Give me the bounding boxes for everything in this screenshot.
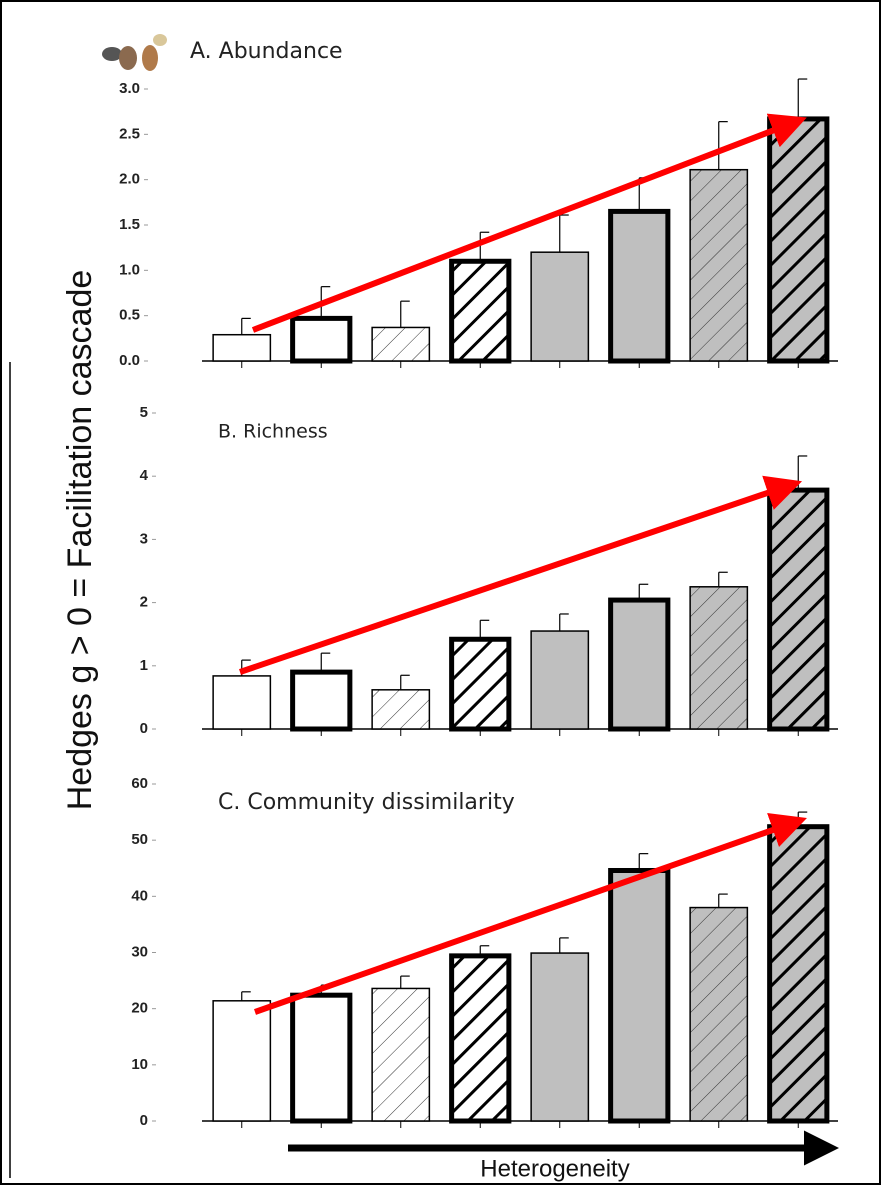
bar: [611, 600, 668, 729]
bar-hatch: [452, 956, 509, 1121]
y-tick-label: 50: [131, 831, 148, 848]
y-tick-label: 0: [140, 720, 148, 737]
bar-hatch: [372, 988, 429, 1121]
bar-hatch: [452, 639, 509, 729]
bar: [531, 631, 588, 729]
bar: [611, 211, 668, 361]
y-tick-label: 2: [140, 594, 148, 611]
panel-title: C. Community dissimilarity: [218, 790, 515, 815]
y-tick-label: 20: [131, 1000, 148, 1017]
bar-hatch: [452, 261, 509, 361]
bar-hatch: [770, 827, 827, 1121]
y-tick-label: 30: [131, 943, 148, 960]
shell-icon: [102, 34, 167, 71]
bar: [213, 676, 270, 729]
bar: [531, 252, 588, 361]
y-tick-label: 0: [140, 1112, 148, 1129]
bar: [293, 318, 350, 361]
bar-hatch: [690, 170, 747, 361]
y-tick-label: 60: [131, 775, 148, 792]
bar: [293, 672, 350, 729]
bar-hatch: [690, 908, 747, 1121]
y-tick-label: 4: [140, 467, 149, 484]
y-tick-label: 0.5: [119, 307, 140, 324]
bar-hatch: [372, 690, 429, 729]
bar: [213, 335, 270, 361]
y-tick-label: 0.0: [119, 352, 140, 369]
bar: [293, 995, 350, 1121]
y-tick-label: 10: [131, 1056, 148, 1073]
y-tick-label: 3: [140, 530, 148, 547]
panels: A. Abundance 0.0 0.5 1.0 1.5 2.0 2.5 3.0 B. Rich…: [119, 39, 838, 1129]
panel-title: B. Richness: [218, 421, 328, 443]
figure: Hedges g > 0 = Facilitation cascade A. A…: [0, 0, 881, 1185]
bar: [213, 1001, 270, 1121]
bar-hatch: [372, 327, 429, 361]
bar-hatch: [770, 119, 827, 361]
y-tick-label: 1.5: [119, 216, 140, 233]
y-tick-label: 40: [131, 887, 148, 904]
y-tick-label: 1: [140, 657, 148, 674]
y-tick-label: 1.0: [119, 261, 140, 278]
x-axis-label: Heterogeneity: [480, 1155, 629, 1182]
panel-title: A. Abundance: [190, 39, 343, 64]
y-axis-label: Hedges g > 0 = Facilitation cascade: [61, 270, 99, 811]
bar-hatch: [770, 490, 827, 729]
bar-hatch: [690, 587, 747, 729]
bar: [531, 953, 588, 1121]
y-tick-label: 3.0: [119, 80, 140, 97]
y-tick-label: 5: [140, 404, 148, 421]
bar: [611, 870, 668, 1121]
y-tick-label: 2.0: [119, 171, 140, 188]
y-tick-label: 2.5: [119, 125, 140, 142]
